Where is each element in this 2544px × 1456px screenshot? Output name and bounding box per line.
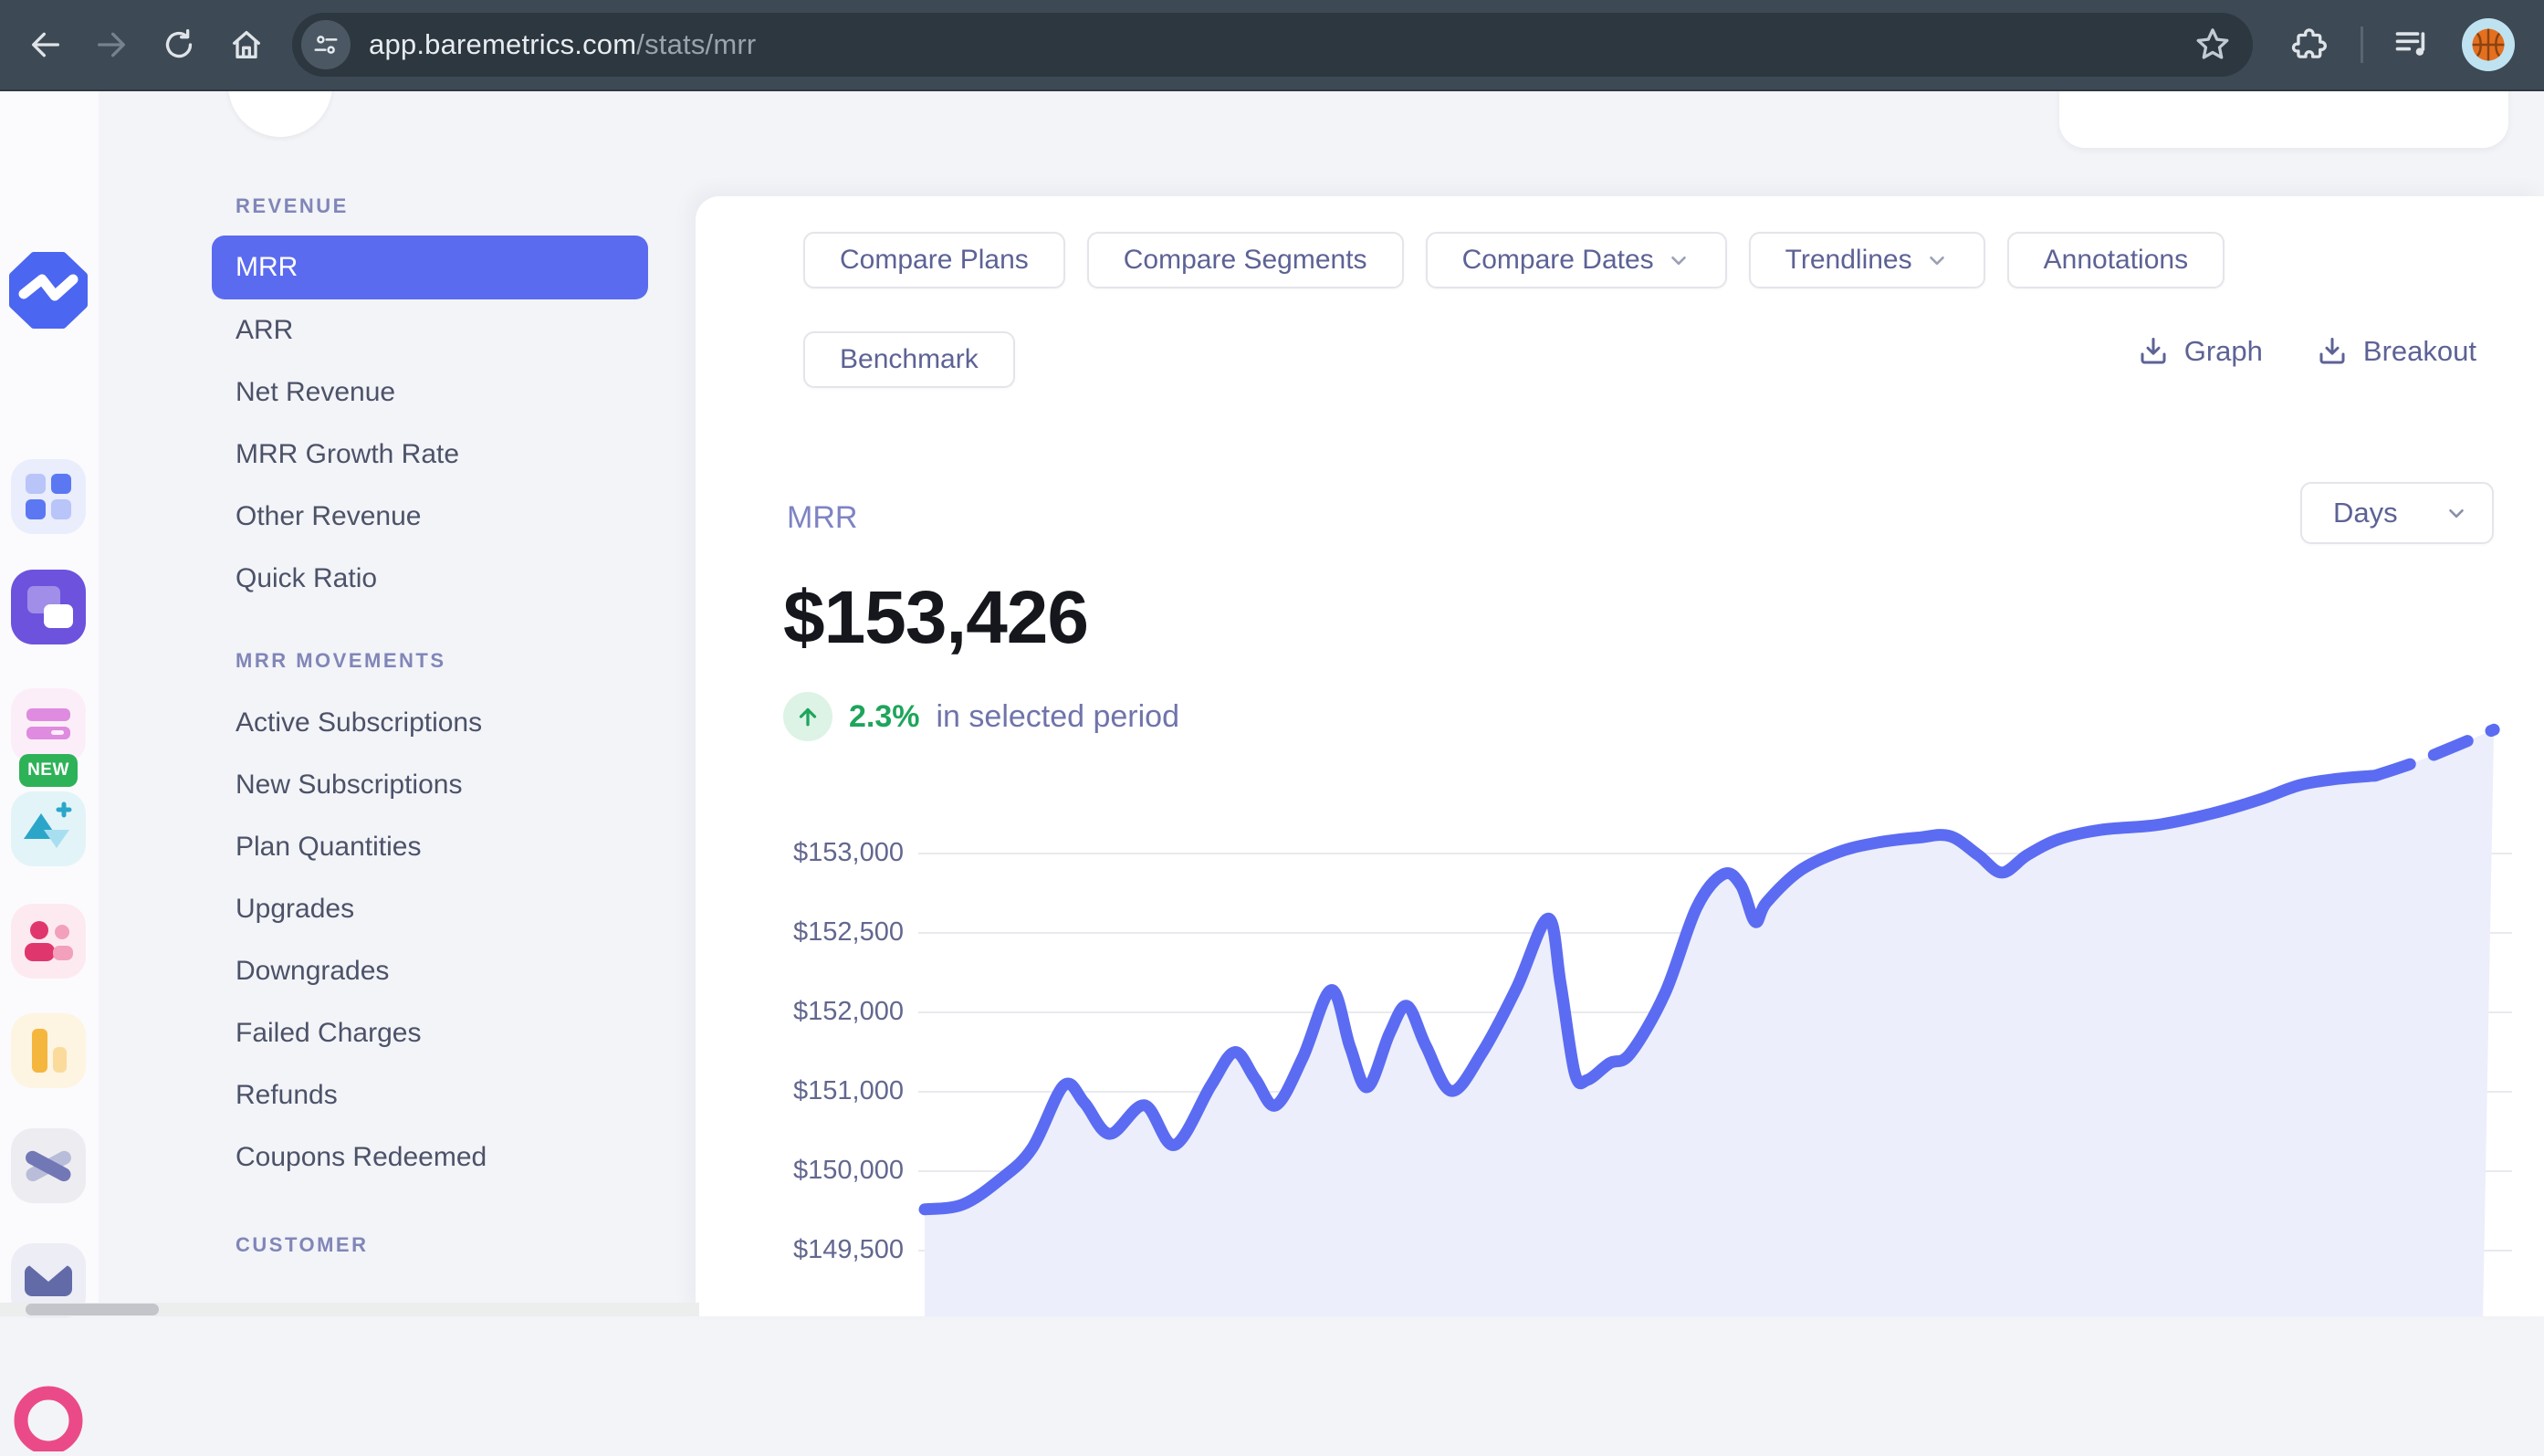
app-icon-rail: NEW xyxy=(0,91,99,1455)
download-icon xyxy=(2319,338,2345,364)
sidebar-item-coupons-redeemed[interactable]: Coupons Redeemed xyxy=(236,1142,487,1172)
y-tick-label: $151,000 xyxy=(793,1076,904,1105)
export-breakout-link[interactable]: Breakout xyxy=(2316,335,2476,368)
compare-dates-button[interactable]: Compare Dates xyxy=(1425,232,1727,288)
compare-segments-button[interactable]: Compare Segments xyxy=(1086,232,1404,288)
baremetrics-logo-icon[interactable] xyxy=(9,252,88,329)
chevron-down-icon xyxy=(2449,508,2464,519)
metrics-active-icon[interactable] xyxy=(11,570,86,644)
compare-toolbar: Compare Plans Compare Segments Compare Dat… xyxy=(803,232,2225,288)
forecast-icon[interactable] xyxy=(11,791,86,866)
sidebar-item-refunds[interactable]: Refunds xyxy=(236,1080,338,1110)
browser-toolbar: app.baremetrics.com/stats/mrr xyxy=(0,0,2544,91)
metric-change-percent: 2.3% xyxy=(849,698,920,734)
compare-plans-button[interactable]: Compare Plans xyxy=(803,232,1065,288)
sidebar-item-net-revenue[interactable]: Net Revenue xyxy=(236,377,396,407)
y-tick-label: $153,000 xyxy=(793,838,904,867)
url-path: /stats/mrr xyxy=(636,28,757,60)
benchmark-button[interactable]: Benchmark xyxy=(803,331,1015,388)
sidebar-section-revenue: REVENUE xyxy=(236,194,349,217)
address-bar[interactable]: app.baremetrics.com/stats/mrr xyxy=(292,13,2253,77)
url-host: app.baremetrics.com xyxy=(369,28,637,60)
annotations-button[interactable]: Annotations xyxy=(2006,232,2225,288)
basketball-icon xyxy=(2472,28,2505,61)
y-tick-label: $150,000 xyxy=(793,1156,904,1185)
horizontal-scrollbar[interactable] xyxy=(0,1303,699,1316)
sidebar-item-quick-ratio[interactable]: Quick Ratio xyxy=(236,563,378,593)
sidebar-item-failed-charges[interactable]: Failed Charges xyxy=(236,1018,422,1048)
trendlines-button[interactable]: Trendlines xyxy=(1748,232,1985,288)
site-info-icon[interactable] xyxy=(301,20,351,69)
metric-change-suffix: in selected period xyxy=(936,698,1180,734)
new-badge: NEW xyxy=(19,754,78,787)
sidebar-item-downgrades[interactable]: Downgrades xyxy=(236,956,390,986)
metric-title: MRR xyxy=(787,500,858,535)
reports-bars-icon[interactable] xyxy=(11,1013,86,1088)
export-links: Graph Breakout xyxy=(2137,335,2476,368)
y-tick-label: $152,500 xyxy=(793,917,904,947)
media-queue-icon[interactable] xyxy=(2387,19,2438,70)
metric-change-row: 2.3% in selected period xyxy=(783,692,1179,741)
trend-up-icon xyxy=(783,692,832,741)
sidebar-item-new-subscriptions[interactable]: New Subscriptions xyxy=(236,770,463,800)
chevron-down-icon xyxy=(1670,256,1686,266)
sidebar-item-other-revenue[interactable]: Other Revenue xyxy=(236,501,422,531)
horizontal-scrollbar-thumb[interactable] xyxy=(26,1304,159,1315)
metric-value: $153,426 xyxy=(783,576,1089,659)
sidebar-section-customer: CUSTOMER xyxy=(236,1233,369,1256)
chevron-down-icon xyxy=(1929,256,1944,266)
interval-dropdown[interactable]: Days xyxy=(2300,482,2494,544)
bookmark-star-icon[interactable] xyxy=(2193,25,2233,65)
y-tick-label: $149,500 xyxy=(793,1235,904,1264)
url-text: app.baremetrics.com/stats/mrr xyxy=(369,28,756,61)
sidebar-item-upgrades[interactable]: Upgrades xyxy=(236,894,355,924)
people-icon[interactable] xyxy=(11,904,86,979)
toolbar-separator xyxy=(2361,26,2363,63)
sidebar-item-plan-quantities[interactable]: Plan Quantities xyxy=(236,832,422,862)
forward-icon[interactable] xyxy=(86,19,137,70)
sidebar-section-mrr-movements: MRR MOVEMENTS xyxy=(236,649,446,672)
tools-x-icon[interactable] xyxy=(11,1128,86,1203)
y-tick-label: $152,000 xyxy=(793,997,904,1026)
ring-icon[interactable] xyxy=(12,1378,85,1455)
benchmark-toolbar: Benchmark xyxy=(803,331,1015,388)
metrics-sidebar: REVENUE MRR ARR Net Revenue MRR Growth Rate O… xyxy=(212,194,648,1276)
sidebar-item-active-subscriptions[interactable]: Active Subscriptions xyxy=(236,707,483,738)
reload-icon[interactable] xyxy=(153,19,204,70)
dashboard-grid-icon[interactable] xyxy=(11,459,86,534)
download-icon xyxy=(2141,338,2166,364)
back-icon[interactable] xyxy=(20,19,71,70)
sidebar-item-mrr-growth-rate[interactable]: MRR Growth Rate xyxy=(236,439,460,469)
sidebar-item-mrr[interactable]: MRR xyxy=(212,236,648,299)
sidebar-item-arr[interactable]: ARR xyxy=(236,315,294,345)
home-icon[interactable] xyxy=(221,19,272,70)
profile-avatar[interactable] xyxy=(2462,18,2515,71)
extensions-icon[interactable] xyxy=(2284,19,2335,70)
export-graph-link[interactable]: Graph xyxy=(2137,335,2263,368)
interval-dropdown-value: Days xyxy=(2333,497,2398,529)
payments-card-icon[interactable] xyxy=(11,688,86,763)
